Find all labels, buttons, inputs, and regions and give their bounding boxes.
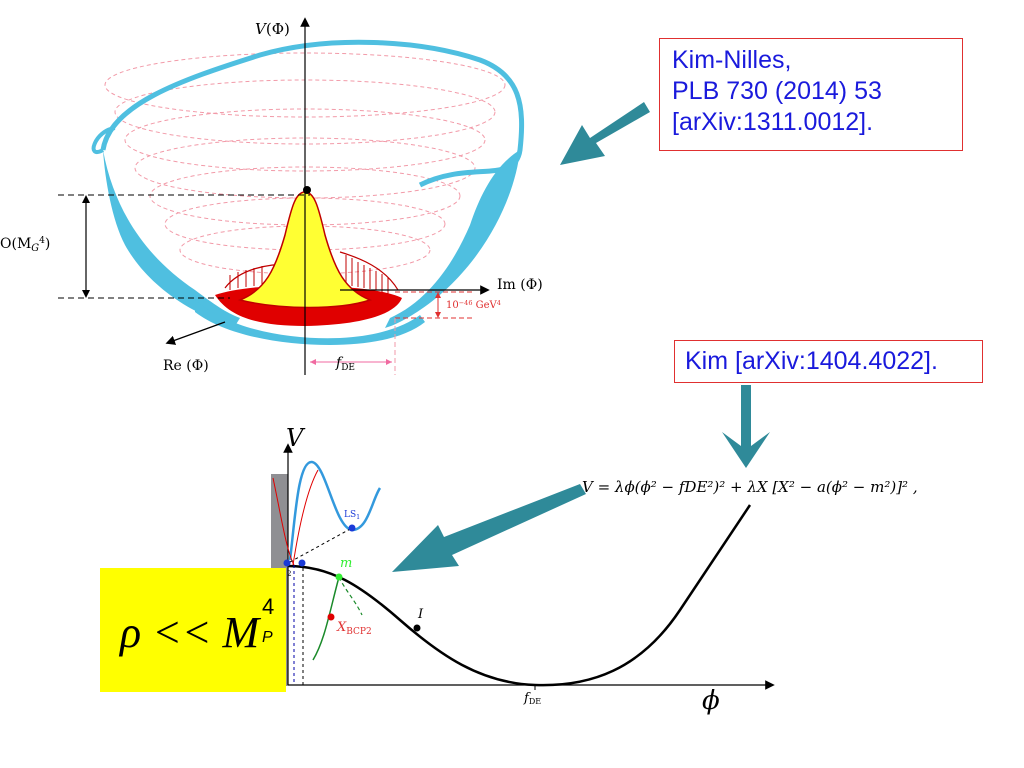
main-potential-curve bbox=[287, 504, 752, 687]
mexican-hat-diagram bbox=[58, 17, 525, 375]
green-curve bbox=[312, 576, 340, 661]
reference-kim: Kim [arXiv:1404.4022]. bbox=[674, 340, 983, 383]
ls1-point bbox=[348, 524, 356, 532]
gev-label: 10−46 GeV4 bbox=[446, 298, 501, 311]
bowl-rim bbox=[100, 39, 525, 188]
ls1-label: LS1 bbox=[344, 510, 361, 521]
im-phi-label: Im (Φ) bbox=[497, 277, 543, 293]
rho-highlight-box bbox=[100, 568, 286, 692]
xbcp2-label: XBCP2 bbox=[337, 620, 372, 637]
ref1-line-1: Kim-Nilles, bbox=[672, 46, 792, 74]
potential-equation: V = λϕ(ϕ² − fDE²)² + λX [X² − a(ϕ² − m²)… bbox=[582, 478, 918, 496]
f-de-bottom-label: fDE bbox=[524, 691, 542, 707]
f-de-top-label: fDE bbox=[336, 355, 355, 373]
ref1-line-3: [arXiv:1311.0012]. bbox=[672, 108, 874, 136]
blue-curve bbox=[288, 460, 382, 561]
point2-label: 2 bbox=[287, 570, 292, 578]
m-point bbox=[335, 573, 343, 581]
rho-inequality: ρ << M bbox=[120, 608, 260, 657]
phi-axis-label: ϕ bbox=[702, 686, 720, 716]
bowl-bottom bbox=[195, 300, 425, 345]
arrow-down bbox=[722, 385, 770, 468]
reference-kim-nilles: Kim-Nilles, PLB 730 (2014) 53 [arXiv:131… bbox=[659, 38, 963, 151]
arrow-to-top-diagram bbox=[560, 102, 650, 165]
pointer-arrows bbox=[392, 102, 770, 572]
bowl-left-wall bbox=[103, 150, 240, 326]
rho-superscript: 4 bbox=[262, 594, 275, 619]
m-label: m bbox=[340, 556, 353, 571]
v-phi-label: V(Φ) bbox=[255, 20, 290, 38]
point-left bbox=[283, 559, 291, 567]
i-point bbox=[413, 624, 421, 632]
ref1-line-2: PLB 730 (2014) 53 bbox=[672, 77, 882, 105]
rho-subscript: P bbox=[262, 629, 273, 646]
o-mg4-label: O(MG4) bbox=[0, 236, 51, 254]
re-phi-label: Re (Φ) bbox=[163, 358, 209, 374]
arrow-to-bottom-diagram bbox=[392, 484, 586, 572]
xbcp2-point bbox=[327, 613, 335, 621]
hump-peak-point bbox=[303, 186, 311, 194]
bowl-right-wall bbox=[385, 150, 520, 328]
v-axis-label: V bbox=[286, 424, 304, 452]
point-mid bbox=[298, 559, 306, 567]
i-label: I bbox=[418, 607, 424, 622]
